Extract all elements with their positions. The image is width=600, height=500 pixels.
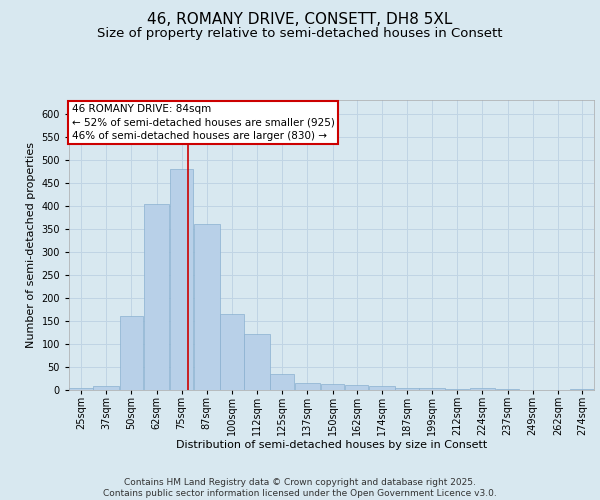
Bar [470, 388, 495, 390]
Bar [271, 374, 294, 390]
Bar [570, 389, 594, 390]
Bar [496, 389, 520, 390]
Bar [170, 169, 193, 390]
Bar [445, 388, 469, 390]
Text: Size of property relative to semi-detached houses in Consett: Size of property relative to semi-detach… [97, 28, 503, 40]
Bar [369, 386, 395, 390]
Y-axis label: Number of semi-detached properties: Number of semi-detached properties [26, 142, 36, 348]
Bar [244, 334, 270, 390]
Bar [345, 386, 368, 390]
Bar [119, 316, 143, 390]
Bar [94, 386, 119, 390]
Text: Contains HM Land Registry data © Crown copyright and database right 2025.
Contai: Contains HM Land Registry data © Crown c… [103, 478, 497, 498]
X-axis label: Distribution of semi-detached houses by size in Consett: Distribution of semi-detached houses by … [176, 440, 487, 450]
Bar [220, 314, 244, 390]
Bar [295, 383, 320, 390]
Bar [143, 204, 169, 390]
Bar [395, 388, 419, 390]
Bar [69, 388, 93, 390]
Text: 46, ROMANY DRIVE, CONSETT, DH8 5XL: 46, ROMANY DRIVE, CONSETT, DH8 5XL [148, 12, 452, 28]
Bar [320, 384, 344, 390]
Text: 46 ROMANY DRIVE: 84sqm
← 52% of semi-detached houses are smaller (925)
46% of se: 46 ROMANY DRIVE: 84sqm ← 52% of semi-det… [71, 104, 335, 141]
Bar [194, 224, 220, 390]
Bar [419, 388, 445, 390]
